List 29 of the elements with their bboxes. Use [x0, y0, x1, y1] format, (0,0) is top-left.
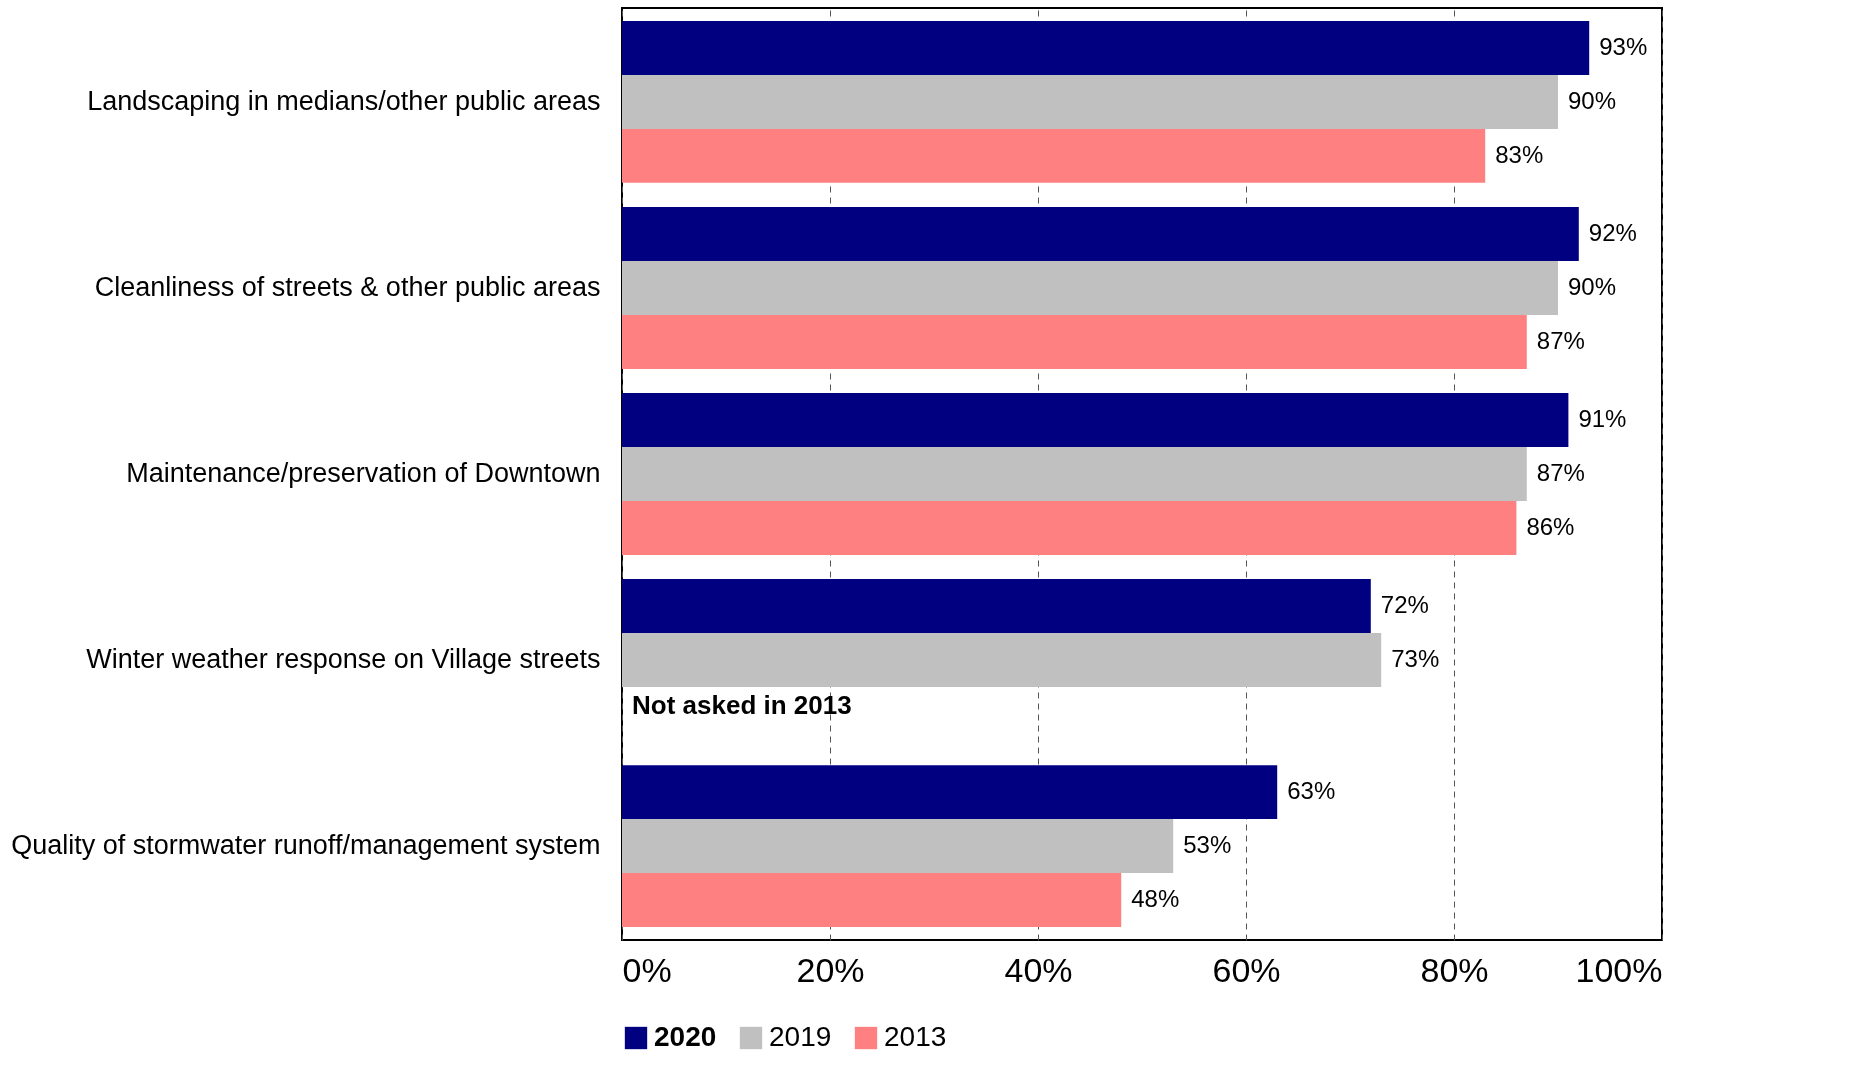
y-tick-label: Maintenance/preservation of Downtown	[126, 458, 601, 488]
data-label: 63%	[1287, 777, 1336, 805]
data-label: 90%	[1568, 272, 1617, 300]
y-tick-label: Cleanliness of streets & other public areas	[94, 271, 601, 302]
legend-label: 2020	[654, 1021, 717, 1052]
x-tick-label: 80%	[1420, 950, 1489, 989]
x-tick-label: 60%	[1212, 950, 1281, 989]
data-label: 87%	[1536, 326, 1585, 354]
data-label: 92%	[1588, 219, 1637, 247]
data-label: 73%	[1391, 645, 1440, 673]
y-tick-label: Winter weather response on Village streets	[86, 644, 601, 675]
data-label: 83%	[1495, 140, 1544, 168]
data-label: 91%	[1578, 405, 1627, 433]
legend-label: 2019	[769, 1021, 832, 1052]
y-tick-label: Landscaping in medians/other public areas	[87, 85, 601, 116]
data-label: 93%	[1599, 33, 1648, 60]
annotation: Not asked in 2013	[632, 690, 852, 721]
data-label: 72%	[1380, 591, 1429, 619]
data-label: 87%	[1536, 459, 1585, 486]
data-label: 86%	[1526, 512, 1575, 540]
x-tick-label: 40%	[1004, 950, 1073, 989]
x-tick-label: 100%	[1575, 950, 1663, 989]
x-tick-label: 0%	[622, 950, 672, 989]
data-label: 48%	[1131, 885, 1180, 912]
x-tick-label: 20%	[796, 950, 865, 989]
y-tick-label: Quality of stormwater runoff/management system	[11, 830, 601, 861]
legend-label: 2013	[884, 1021, 947, 1052]
data-label: 53%	[1183, 831, 1232, 859]
data-label: 90%	[1568, 86, 1617, 114]
